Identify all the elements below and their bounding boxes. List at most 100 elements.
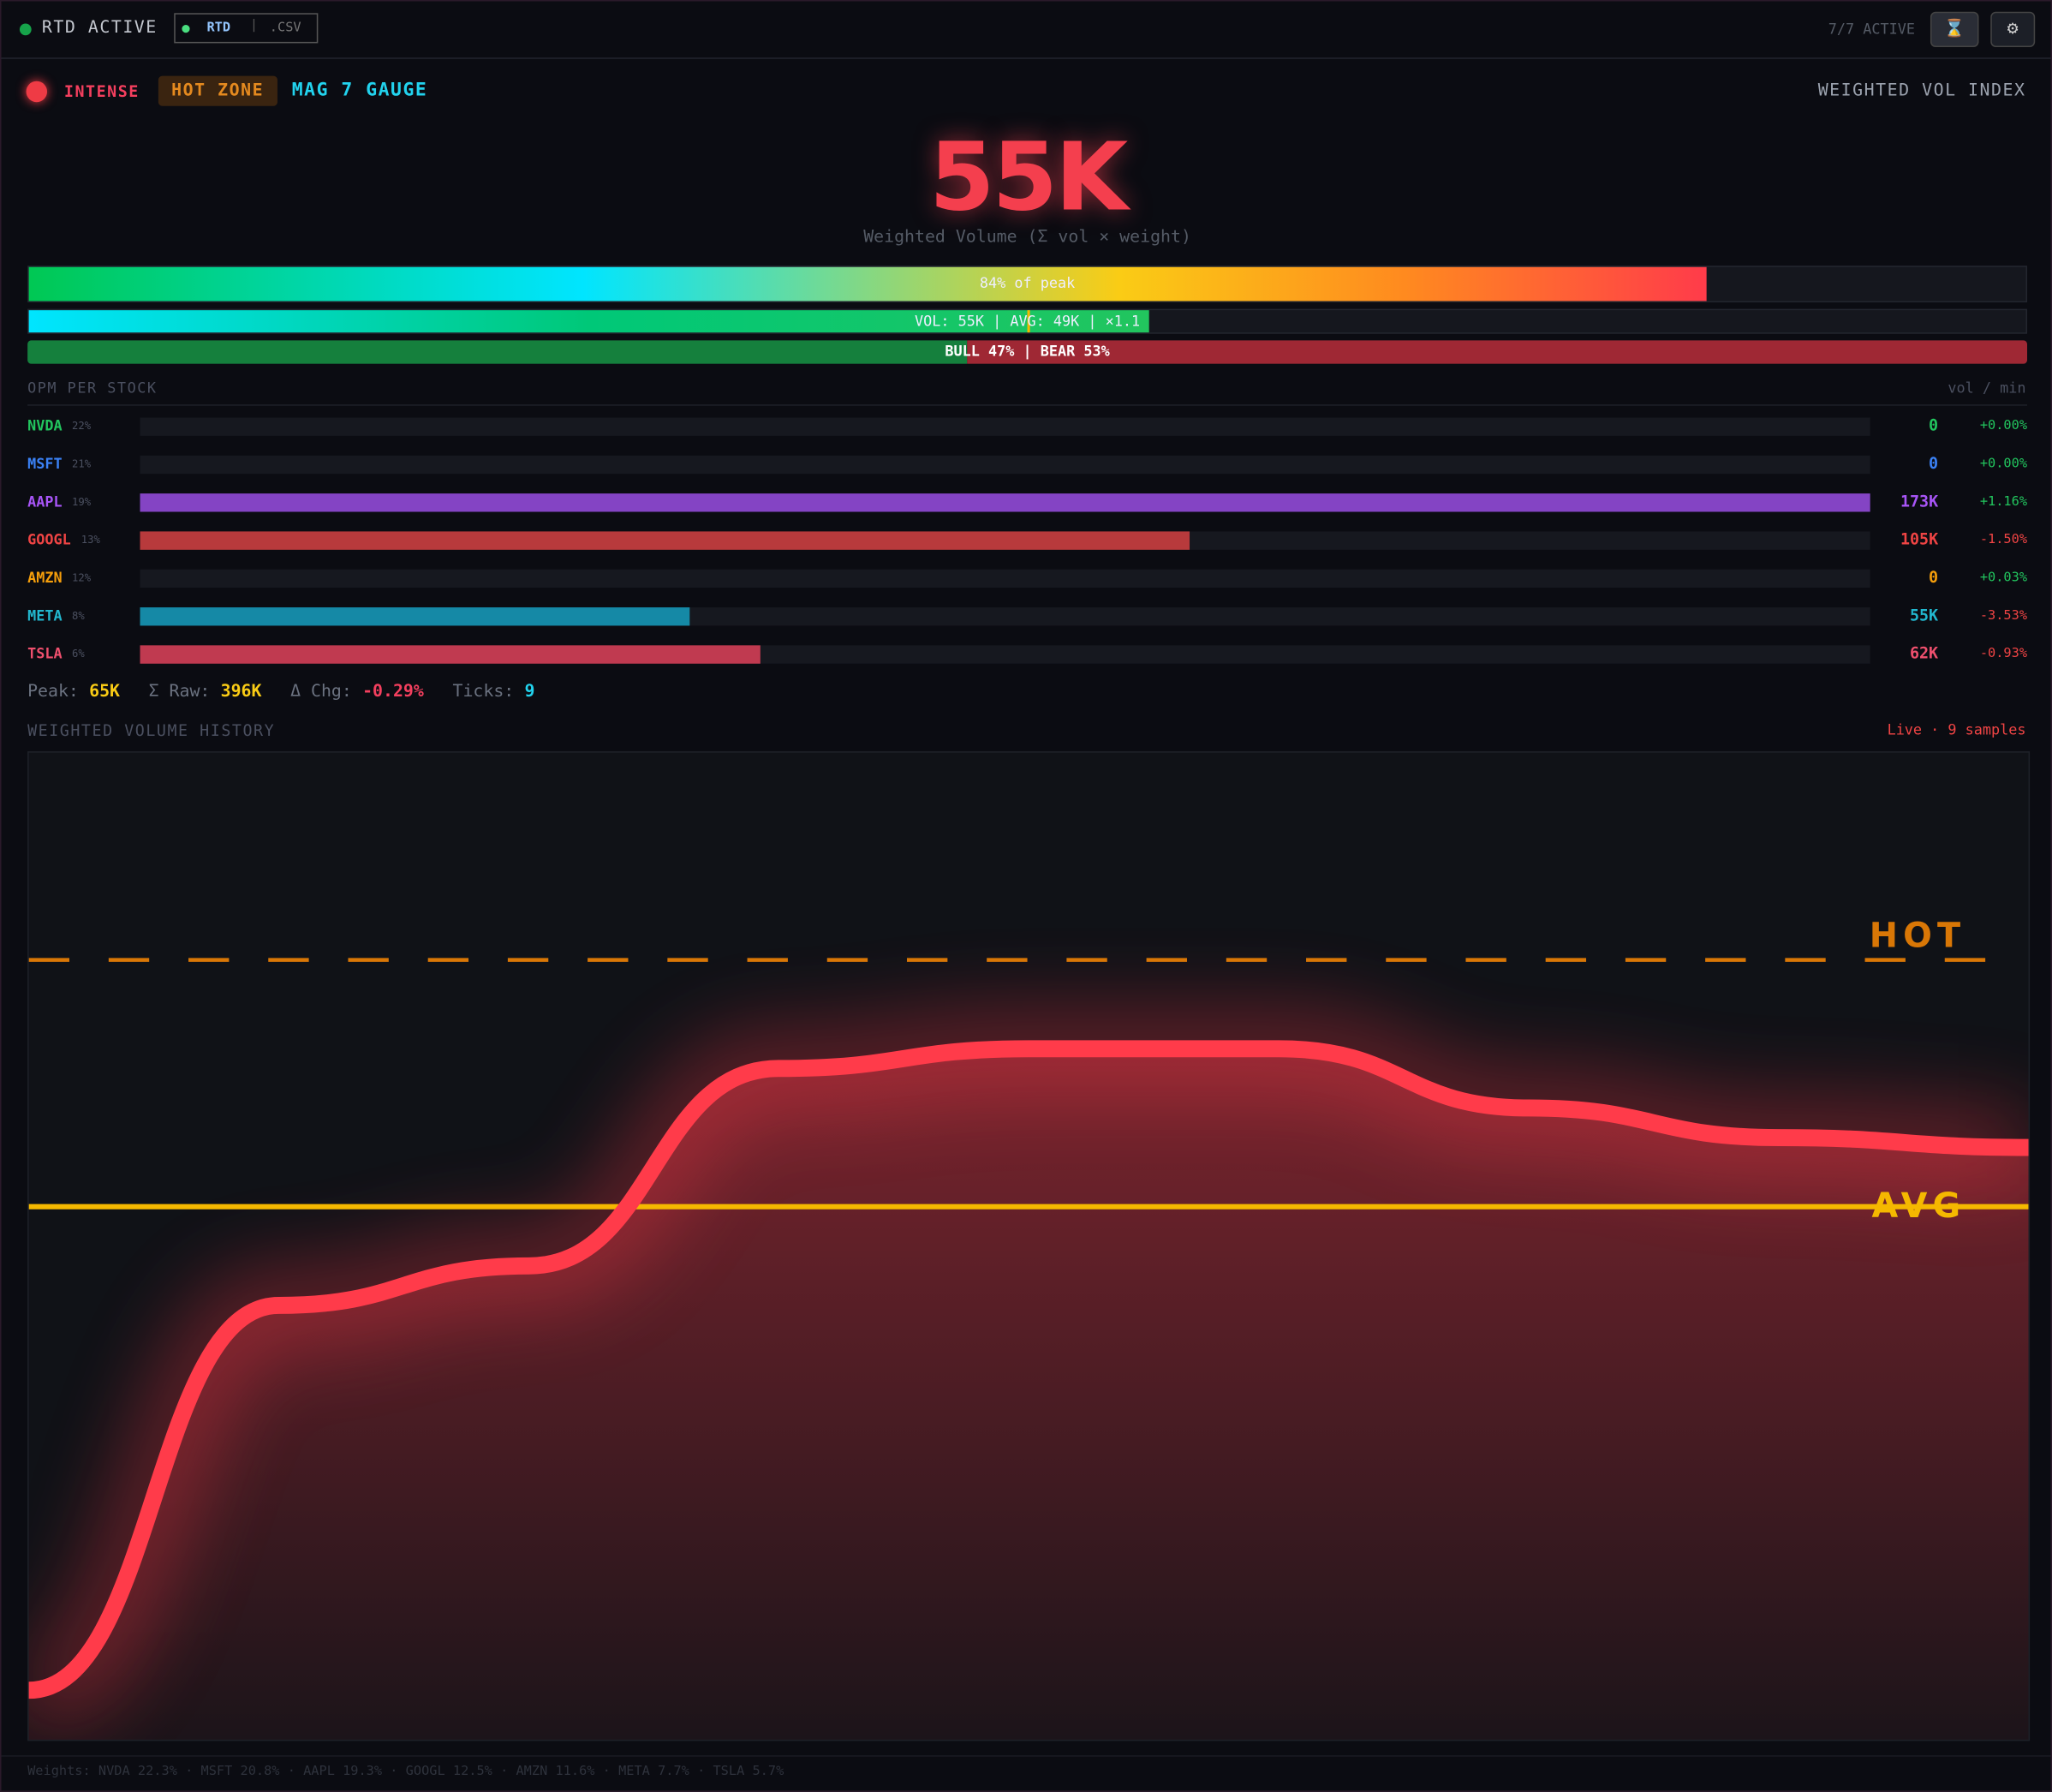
value: 0 bbox=[1929, 415, 1939, 435]
bar-track bbox=[140, 569, 1870, 588]
bar-track bbox=[140, 417, 1870, 436]
bar-track bbox=[140, 531, 1870, 550]
stat-label: Δ Chg: bbox=[290, 682, 352, 702]
bar bbox=[140, 531, 1190, 550]
weight: 6% bbox=[72, 648, 85, 660]
bar bbox=[140, 493, 1870, 512]
change: -3.53% bbox=[1979, 608, 2028, 624]
weight: 13% bbox=[81, 534, 100, 547]
area bbox=[28, 1048, 2029, 1740]
change: -0.93% bbox=[1979, 646, 2028, 661]
stat: Ticks: 9 bbox=[452, 682, 534, 702]
ticker: META bbox=[27, 607, 63, 624]
chart-title: WEIGHTED VOLUME HISTORY bbox=[27, 720, 276, 740]
value: 173K bbox=[1900, 492, 1939, 511]
bull-fill bbox=[27, 340, 968, 364]
peak-gauge: 84% of peak bbox=[27, 266, 2028, 302]
value: 62K bbox=[1909, 643, 1939, 663]
stat: Σ Raw: 396K bbox=[149, 682, 262, 702]
weight: 12% bbox=[72, 571, 92, 584]
stock-row: META 8% 55K -3.53% bbox=[27, 606, 2027, 627]
stat-label: Σ Raw: bbox=[148, 682, 211, 702]
volume-fill bbox=[28, 310, 1150, 333]
ticker: NVDA bbox=[27, 417, 63, 435]
ticker: AMZN bbox=[27, 569, 63, 587]
bar-track bbox=[140, 455, 1870, 475]
active-count: 7/7 ACTIVE bbox=[1828, 21, 1915, 39]
chart-status: Live · 9 samples bbox=[1887, 720, 2026, 738]
stat-value: 65K bbox=[89, 682, 121, 702]
bar bbox=[140, 607, 690, 626]
stat-label: Ticks: bbox=[452, 682, 515, 702]
source-tab[interactable]: .CSV bbox=[269, 21, 301, 36]
stock-row: TSLA 6% 62K -0.93% bbox=[27, 644, 2027, 665]
intensity-dot bbox=[26, 81, 48, 103]
stats: Peak: 65K Σ Raw: 396K Δ Chg: -0.29% Ticks: 9 bbox=[27, 682, 564, 702]
peak-fill bbox=[28, 266, 1707, 302]
status: RTD ACTIVE bbox=[41, 18, 158, 39]
volume-gauge: VOL: 55K | AVG: 49K | ×1.1 bbox=[27, 308, 2028, 334]
section-title: OPM PER STOCK bbox=[27, 379, 158, 397]
bar bbox=[140, 645, 761, 664]
value: 0 bbox=[1929, 454, 1939, 473]
avg-marker bbox=[1027, 310, 1030, 333]
stock-row: AAPL 19% 173K +1.16% bbox=[27, 493, 2027, 513]
peak-label: 84% of peak bbox=[979, 274, 1076, 292]
bar-track bbox=[140, 645, 1870, 664]
index-label: WEIGHTED VOL INDEX bbox=[1817, 81, 2026, 101]
value: 55K bbox=[1909, 606, 1939, 624]
bar-track bbox=[140, 493, 1870, 512]
stock-row: GOOGL 13% 105K -1.50% bbox=[27, 530, 2027, 551]
volume-label: VOL: 55K | AVG: 49K | ×1.1 bbox=[914, 313, 1141, 331]
stat: Peak: 65K bbox=[27, 682, 120, 702]
ticker: AAPL bbox=[27, 493, 63, 511]
sentiment-gauge: BULL 47% | BEAR 53% bbox=[27, 340, 2028, 364]
hero-caption: Weighted Volume (Σ vol × weight) bbox=[863, 227, 1191, 248]
history-chart: HOT AVG bbox=[27, 751, 2031, 1741]
stock-row: AMZN 12% 0 +0.03% bbox=[27, 568, 2027, 588]
gauge-title: MAG 7 GAUGE bbox=[291, 80, 428, 101]
stat-label: Peak: bbox=[27, 682, 79, 702]
stat-value: -0.29% bbox=[362, 682, 424, 702]
source-tab[interactable]: RTD bbox=[206, 21, 231, 36]
hero-value: 55K bbox=[928, 122, 1128, 232]
value: 105K bbox=[1900, 529, 1939, 549]
stock-row: MSFT 21% 0 +0.00% bbox=[27, 454, 2027, 475]
timer-button[interactable]: ⌛ bbox=[1930, 11, 1979, 48]
stat-value: 396K bbox=[220, 682, 262, 702]
change: +0.03% bbox=[1979, 570, 2028, 586]
weight: 19% bbox=[72, 496, 92, 508]
sentiment-label: BULL 47% | BEAR 53% bbox=[945, 343, 1110, 361]
reference-label: AVG bbox=[1871, 1186, 1966, 1226]
weight: 8% bbox=[72, 610, 85, 622]
change: +0.00% bbox=[1979, 457, 2028, 472]
stat-value: 9 bbox=[524, 682, 535, 702]
bar-track bbox=[140, 607, 1870, 626]
intensity: INTENSE bbox=[63, 82, 140, 101]
ticker: TSLA bbox=[27, 645, 63, 663]
top-bar: RTD ACTIVE RTD | .CSV 7/7 ACTIVE ⌛ ⚙ bbox=[1, 2, 2051, 59]
history-line bbox=[28, 1040, 2029, 1699]
footer: Weights: NVDA 22.3% · MSFT 20.8% · AAPL … bbox=[27, 1764, 784, 1779]
divider: | bbox=[249, 18, 259, 33]
stat: Δ Chg: -0.29% bbox=[290, 682, 424, 702]
bear-fill bbox=[967, 340, 2028, 364]
value: 0 bbox=[1929, 568, 1939, 587]
status-dot bbox=[19, 23, 32, 36]
zone-badge: HOT ZONE bbox=[158, 75, 277, 106]
change: +1.16% bbox=[1979, 494, 2028, 510]
ticker: MSFT bbox=[27, 455, 63, 473]
divider bbox=[1, 1755, 2051, 1757]
source-toggle[interactable]: RTD | .CSV bbox=[174, 13, 319, 44]
change: -1.50% bbox=[1979, 532, 2028, 547]
change: +0.00% bbox=[1979, 418, 2028, 433]
weight: 22% bbox=[72, 420, 92, 433]
source-dot bbox=[182, 25, 190, 33]
settings-button[interactable]: ⚙ bbox=[1990, 11, 2036, 48]
unit-label: vol / min bbox=[1948, 379, 2026, 397]
reference-label: HOT bbox=[1870, 916, 1966, 955]
ticker: GOOGL bbox=[27, 531, 71, 549]
divider bbox=[27, 404, 2028, 406]
weight: 21% bbox=[72, 457, 92, 470]
